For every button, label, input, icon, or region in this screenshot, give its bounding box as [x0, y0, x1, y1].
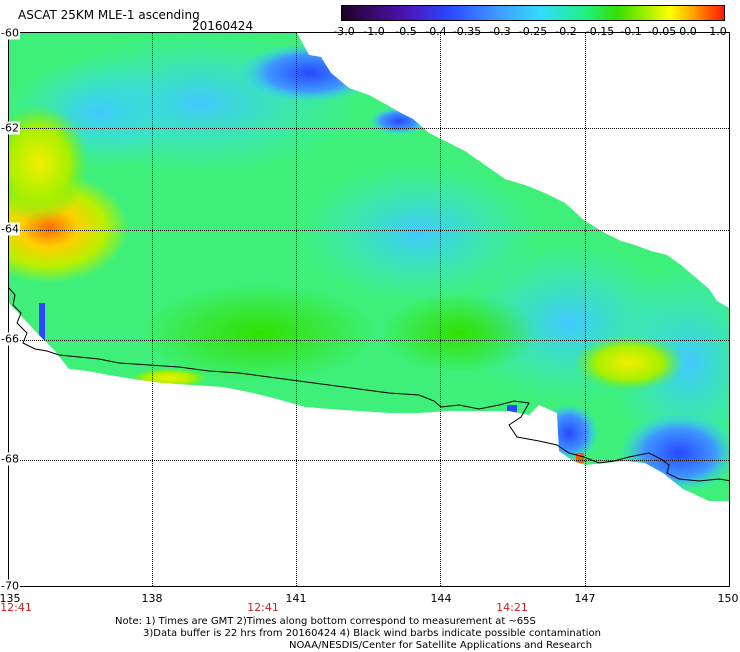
lon-label: 138 — [141, 592, 163, 605]
colorbar-tick: -0.5 — [395, 25, 417, 38]
time-label: 12:41 — [247, 601, 279, 614]
colorbar-tick: -0.25 — [518, 25, 548, 38]
colorbar-tick: 1.0 — [709, 25, 727, 38]
lon-label: 141 — [285, 592, 307, 605]
colorbar-tick: -0.2 — [555, 25, 577, 38]
lon-label: 144 — [430, 592, 452, 605]
lat-label: -66 — [0, 332, 20, 346]
colorbar-tick: -0.3 — [489, 25, 511, 38]
lat-label: -62 — [0, 121, 20, 135]
grid-line — [152, 33, 153, 586]
map-panel — [8, 32, 730, 587]
footnote: Note: 1) Times are GMT 2)Times along bot… — [115, 616, 601, 652]
grid-line — [9, 340, 729, 341]
lat-label: -60 — [0, 26, 20, 40]
map-date: 20160424 — [192, 19, 254, 33]
grid-line — [9, 460, 729, 461]
grid-line — [585, 33, 586, 586]
colorbar — [341, 5, 725, 21]
time-label: 12:41 — [0, 601, 32, 614]
map-title: ASCAT 25KM MLE-1 ascending — [18, 8, 200, 22]
grid-line — [296, 33, 297, 586]
colorbar-tick: 0.0 — [679, 25, 697, 38]
time-label: 14:21 — [496, 601, 528, 614]
coastline — [9, 287, 729, 482]
lon-label: 135 — [0, 592, 21, 605]
lat-label: -64 — [0, 222, 20, 236]
lat-label: -70 — [0, 579, 20, 593]
colorbar-tick: -3.0 — [333, 25, 355, 38]
colorbar-tick: -0.35 — [452, 25, 482, 38]
lat-label: -68 — [0, 452, 20, 466]
colorbar-tick: -0.1 — [620, 25, 642, 38]
colorbar-tick: -1.0 — [363, 25, 385, 38]
grid-line — [9, 128, 729, 129]
grid-line — [440, 33, 441, 586]
colorbar-tick: -0.05 — [647, 25, 677, 38]
footnote-line-2: 3)Data buffer is 22 hrs from 20160424 4)… — [143, 628, 601, 639]
colorbar-tick: -0.15 — [585, 25, 615, 38]
lon-label: 147 — [574, 592, 596, 605]
wind-field — [9, 33, 729, 501]
lon-label: 150 — [717, 592, 739, 605]
footnote-line-3: NOAA/NESDIS/Center for Satellite Applica… — [289, 640, 593, 651]
colorbar-tick: -0.4 — [425, 25, 447, 38]
footnote-line-1: Note: 1) Times are GMT 2)Times along bot… — [115, 616, 536, 627]
grid-line — [9, 230, 729, 231]
scatterometer-field — [9, 33, 729, 501]
